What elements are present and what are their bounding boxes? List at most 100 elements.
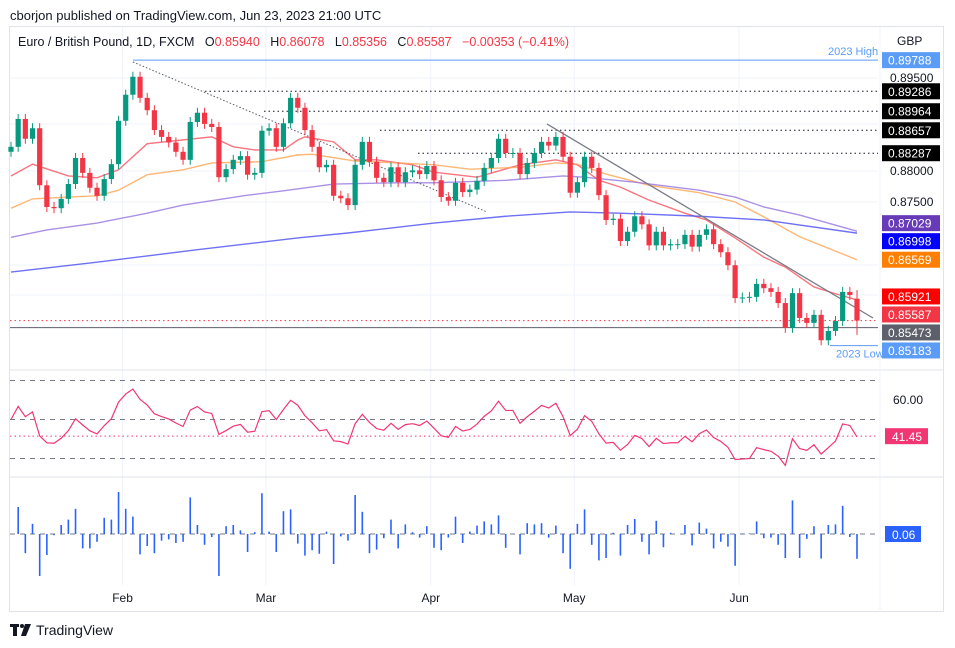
candle-body bbox=[574, 182, 580, 193]
rsi-value-tag bbox=[885, 428, 928, 445]
candle-body bbox=[832, 321, 839, 331]
candle-body bbox=[653, 231, 659, 246]
candle-body bbox=[359, 141, 365, 165]
candle-body bbox=[216, 126, 222, 178]
candle-body bbox=[101, 179, 107, 196]
logo-text: TradingView bbox=[36, 622, 114, 638]
support-tag bbox=[882, 324, 940, 341]
candle-body bbox=[789, 293, 796, 328]
candle-body bbox=[452, 182, 459, 201]
candle-body bbox=[495, 138, 502, 158]
moving-average-value: 0.86569 bbox=[888, 253, 932, 267]
time-tick: Apr bbox=[421, 591, 440, 605]
rsi-pane: 60.00 41.45 bbox=[10, 380, 928, 467]
change-value: −0.00353 (−0.41%) bbox=[462, 35, 570, 49]
candle-body bbox=[323, 164, 330, 168]
candle-body bbox=[223, 169, 229, 178]
candle-body bbox=[331, 164, 337, 196]
candle-body bbox=[775, 291, 781, 304]
rsi-value: 41.45 bbox=[892, 430, 922, 444]
price-tags: 0.89788 0.89286 0.88964 0.88657 0.88287 0.870… bbox=[882, 52, 940, 359]
moving-average-tag bbox=[882, 288, 940, 305]
trendline-dotted bbox=[132, 61, 488, 213]
candle-body bbox=[151, 110, 157, 131]
tradingview-logo[interactable]: TradingView bbox=[10, 622, 113, 638]
candle-body bbox=[632, 216, 638, 232]
candle-body bbox=[847, 291, 853, 295]
candle-body bbox=[840, 291, 846, 322]
candle-body bbox=[696, 234, 702, 247]
candle-body bbox=[818, 314, 824, 341]
candle-body bbox=[123, 94, 129, 121]
candle-body bbox=[553, 136, 559, 146]
candle-body bbox=[158, 130, 165, 137]
moving-average-line bbox=[10, 136, 858, 301]
high-value: 0.86078 bbox=[279, 35, 325, 49]
close-label: C bbox=[397, 35, 407, 49]
moving-average-tag bbox=[882, 251, 940, 268]
candle-body bbox=[309, 130, 315, 147]
candle-body bbox=[782, 303, 788, 328]
candle-body bbox=[72, 157, 79, 185]
candle-body bbox=[37, 128, 43, 186]
candle-body bbox=[467, 189, 473, 193]
candle-body bbox=[768, 288, 774, 292]
symbol-name[interactable]: Euro / British Pound, 1D, FXCM bbox=[18, 35, 195, 49]
histogram-value-tag bbox=[885, 526, 921, 542]
candle-body bbox=[395, 167, 401, 183]
candle-body bbox=[259, 130, 265, 173]
moving-average-tag bbox=[882, 233, 940, 250]
candle-body bbox=[797, 293, 803, 318]
candle-body bbox=[137, 76, 143, 98]
time-tick: Jun bbox=[729, 591, 748, 605]
candle-body bbox=[531, 153, 537, 163]
candle-body bbox=[718, 244, 724, 253]
candle-body bbox=[244, 156, 251, 175]
high-label: H bbox=[270, 35, 280, 49]
support-value: 0.85473 bbox=[888, 326, 932, 340]
resistance-level-tag bbox=[882, 83, 940, 100]
candle-body bbox=[194, 112, 201, 123]
candle-body bbox=[15, 118, 21, 147]
histogram-pane: 0.06 bbox=[10, 492, 921, 576]
candle-body bbox=[754, 283, 760, 297]
candle-body bbox=[366, 141, 373, 162]
candle-body bbox=[58, 198, 64, 209]
rsi-line bbox=[10, 388, 858, 467]
tradingview-logo-icon bbox=[10, 624, 31, 636]
candle-body bbox=[237, 156, 244, 160]
open-value: 0.85940 bbox=[214, 35, 260, 49]
price-tick: 0.87500 bbox=[890, 195, 934, 209]
chart-frame bbox=[9, 26, 944, 612]
candle-body bbox=[295, 97, 301, 108]
candle-body bbox=[739, 297, 745, 299]
candle-body bbox=[8, 146, 14, 152]
candle-body bbox=[94, 187, 100, 196]
candle-body bbox=[667, 244, 674, 246]
candle-body bbox=[187, 122, 193, 160]
candle-body bbox=[402, 172, 408, 183]
time-tick: May bbox=[563, 591, 586, 605]
year-high-tag bbox=[882, 52, 940, 69]
candle-body bbox=[510, 153, 516, 155]
time-axis: Feb Mar Apr May Jun bbox=[112, 591, 749, 605]
candle-body bbox=[503, 138, 509, 154]
trendline-descending bbox=[546, 123, 874, 319]
year-low-tag bbox=[882, 342, 940, 359]
candle-body bbox=[338, 195, 344, 199]
candle-body bbox=[524, 162, 530, 175]
candle-body bbox=[22, 118, 28, 139]
candle-body bbox=[617, 218, 624, 242]
candle-body bbox=[381, 177, 387, 183]
rsi-level-label: 60.00 bbox=[893, 393, 923, 407]
candle-body bbox=[538, 141, 545, 154]
grid bbox=[10, 27, 944, 612]
candle-body bbox=[280, 123, 287, 147]
candle-body bbox=[732, 265, 738, 299]
candle-body bbox=[230, 159, 236, 170]
candle-body bbox=[80, 157, 86, 173]
candle-body bbox=[252, 172, 258, 175]
candle-body bbox=[144, 97, 150, 111]
resistance-level-value: 0.88964 bbox=[888, 105, 932, 119]
